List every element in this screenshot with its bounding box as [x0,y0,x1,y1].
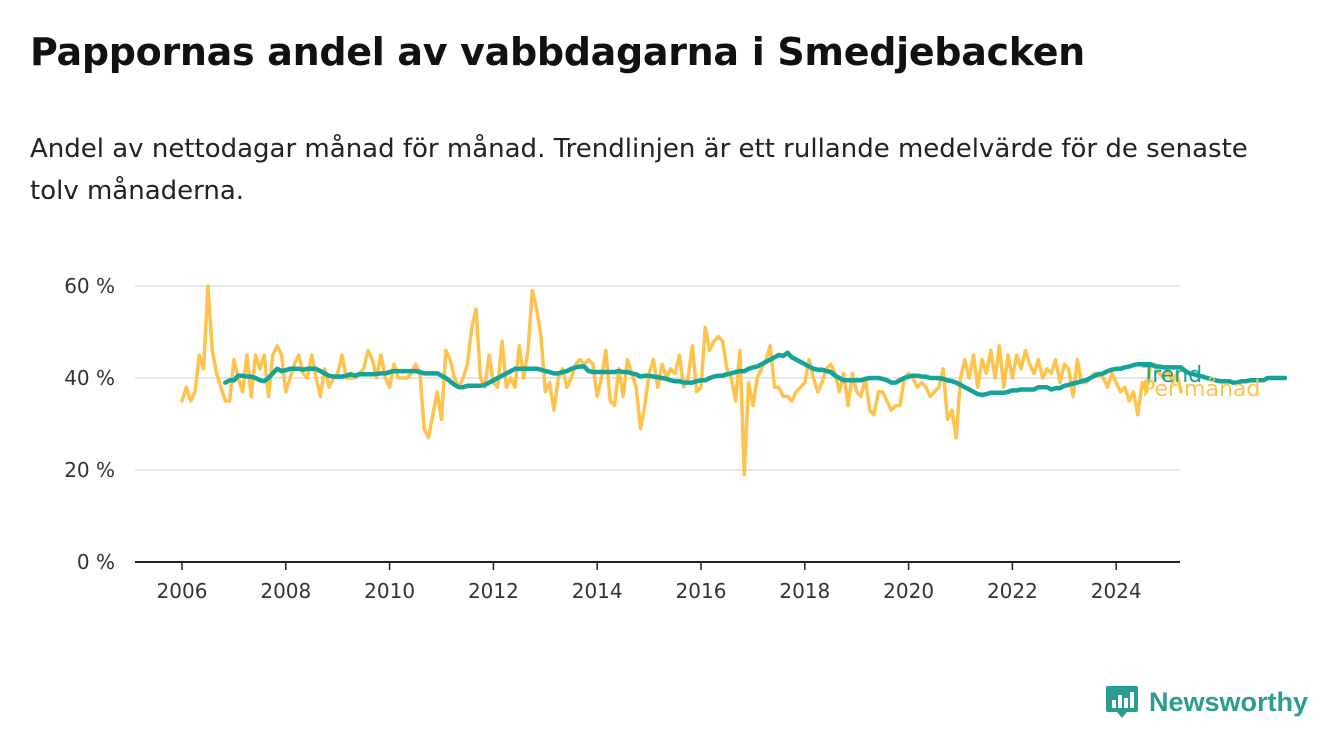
newsworthy-brand: Newsworthy [1105,682,1308,722]
x-tick-label: 2012 [468,579,519,603]
y-axis-tick-labels: 0 % 20 % 40 % 60 % [64,274,115,574]
brand-name: Newsworthy [1148,686,1308,717]
x-tick-label: 2010 [364,579,415,603]
monthly-series-line [180,284,1183,477]
x-tick-label: 2018 [779,579,830,603]
newsworthy-logo-icon [1105,686,1138,718]
trend-series-label: Trend [1141,363,1202,388]
chart-title: Pappornas andel av vabbdagarna i Smedjeb… [30,30,1085,74]
chart-subtitle: Andel av nettodagar månad för månad. Tre… [30,134,1248,206]
x-tick-label: 2006 [157,579,208,603]
x-tick-label: 2022 [987,579,1038,603]
trend-series-line [223,350,1288,398]
x-tick-label: 2008 [260,579,311,603]
series-lines [180,284,1288,477]
x-tick-label: 2014 [572,579,623,603]
monthly-series-label: Per månad [1142,376,1260,402]
x-tick-label: 2016 [676,579,727,603]
x-axis: 2006 2008 2010 2012 2014 2016 2018 2020 2022 2024 [135,561,1180,603]
y-tick-label: 20 % [64,458,115,482]
x-tick-label: 2024 [1091,579,1142,603]
y-tick-label: 60 % [64,274,115,298]
y-tick-label: 0 % [77,550,115,574]
line-chart: 0 % 20 % 40 % 60 % 2006 2008 2010 2012 2014 2016… [64,274,1288,603]
y-tick-label: 40 % [64,366,115,390]
x-tick-label: 2020 [883,579,934,603]
